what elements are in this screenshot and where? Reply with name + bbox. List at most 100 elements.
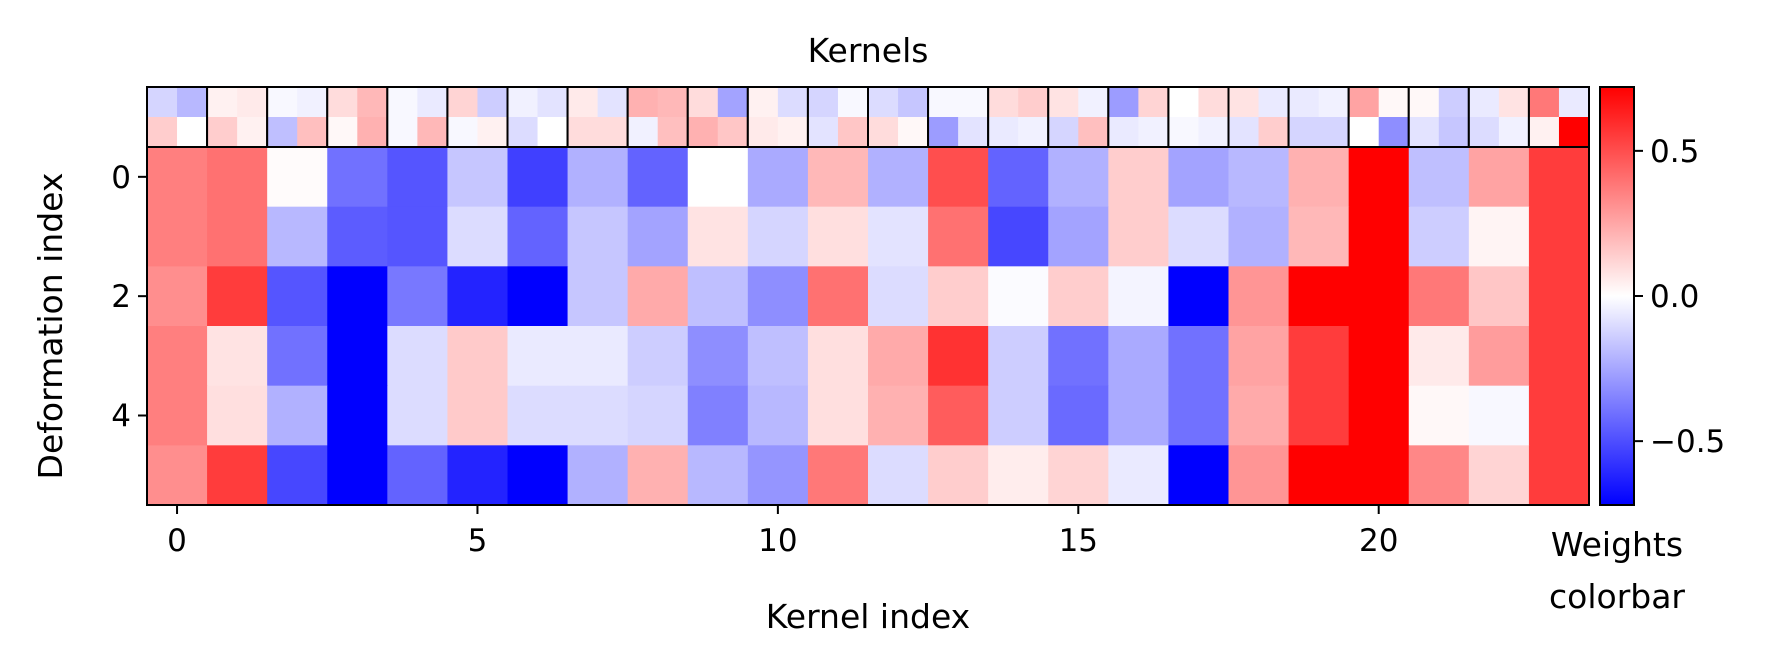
kernel-thumbnail (266, 86, 329, 148)
kernel-thumbnail (146, 86, 209, 148)
heatmap-cell (1528, 266, 1590, 327)
kernel-pixel (1468, 87, 1500, 118)
x-tick-label: 15 (1059, 523, 1098, 559)
heatmap-cell (1168, 445, 1230, 506)
kernel-thumbnail (326, 86, 389, 148)
kernel-pixel (1408, 87, 1440, 118)
heatmap-cell (207, 147, 268, 208)
kernel-pixel (807, 117, 839, 148)
heatmap-cell (567, 147, 629, 208)
heatmap-cell (1528, 385, 1590, 446)
kernel-pixel (1528, 117, 1560, 148)
kernel-pixel (207, 117, 238, 148)
kernel-pixel (1078, 87, 1109, 118)
kernel-pixel (1438, 117, 1470, 148)
heatmap-cell (447, 445, 509, 506)
x-tick-label: 0 (167, 523, 187, 559)
heatmap-cell (567, 326, 629, 387)
heatmap-cell (687, 385, 749, 446)
kernel-pixel (687, 117, 719, 148)
kernel-pixel (1558, 117, 1590, 148)
x-tick-label: 5 (468, 523, 488, 559)
kernel-pixel (297, 87, 328, 118)
heatmap-cell (1348, 266, 1410, 327)
kernel-thumbnail (446, 86, 509, 148)
heatmap-cell (1348, 206, 1410, 267)
kernel-thumbnail (506, 86, 569, 148)
heatmap-cell (988, 445, 1049, 506)
heatmap-cell (687, 445, 749, 506)
y-axis: 0 2 4 (111, 160, 147, 435)
kernel-pixel (567, 87, 599, 118)
kernel-pixel (988, 117, 1019, 148)
heatmap-cell (1528, 445, 1590, 506)
heatmap-cell (1408, 445, 1470, 506)
colorbar-tick-label: −0.5 (1650, 424, 1725, 460)
kernel-pixel (147, 117, 178, 148)
kernel-thumbnail (1167, 86, 1230, 148)
kernel-pixel (1378, 117, 1410, 148)
heatmap-cell (1048, 147, 1109, 208)
kernel-pixel (387, 87, 418, 118)
kernel-pixel (1258, 87, 1290, 118)
heatmap-cell (928, 385, 989, 446)
heatmap-cell (868, 147, 929, 208)
heatmap-cell (868, 445, 929, 506)
heatmap-cell (387, 147, 449, 208)
kernel-pixel (1258, 117, 1290, 148)
kernel-pixel (1498, 87, 1530, 118)
heatmap-cell (988, 147, 1049, 208)
kernel-thumbnail (806, 86, 869, 148)
kernel-thumbnail (1467, 86, 1530, 148)
kernel-pixel (297, 117, 328, 148)
heatmap-cell (807, 385, 869, 446)
heatmap-cell (387, 206, 449, 267)
heatmap-cell (687, 326, 749, 387)
heatmap-cell (507, 445, 569, 506)
heatmap-cell (387, 445, 449, 506)
heatmap-cell (807, 326, 869, 387)
heatmap-cell (988, 385, 1049, 446)
heatmap-cell (807, 445, 869, 506)
heatmap-cell (1348, 385, 1410, 446)
heatmap-cell (327, 206, 388, 267)
y-axis-label: Deformation index (31, 173, 70, 480)
kernel-pixel (747, 87, 779, 118)
heatmap-cell (1288, 147, 1350, 208)
heatmap-cell (1348, 326, 1410, 387)
kernel-pixel (1198, 87, 1229, 118)
kernel-pixel (567, 117, 599, 148)
kernel-pixel (717, 117, 749, 148)
heatmap-cell (1288, 445, 1350, 506)
heatmap-cell (928, 266, 989, 327)
heatmap-cell (387, 385, 449, 446)
heatmap-cell (147, 445, 208, 506)
kernel-pixel (507, 87, 539, 118)
heatmap-cell (1468, 326, 1530, 387)
heatmap-cell (147, 326, 208, 387)
kernel-pixel (1318, 117, 1350, 148)
kernel-pixel (898, 117, 929, 148)
kernel-pixel (417, 87, 448, 118)
kernel-pixel (447, 87, 478, 118)
colorbar (1599, 86, 1635, 506)
kernel-pixel (1138, 117, 1169, 148)
heatmap-cell (627, 326, 689, 387)
kernel-pixel (1438, 87, 1470, 118)
heatmap-cell (1468, 266, 1530, 327)
kernel-pixel (357, 87, 388, 118)
heatmap-cell (267, 266, 328, 327)
kernel-pixel (898, 87, 929, 118)
heatmap-cell (988, 326, 1049, 387)
kernel-pixel (1318, 87, 1350, 118)
kernel-thumbnail (1527, 86, 1591, 148)
kernel-thumbnail (1407, 86, 1470, 148)
heatmap-cell (207, 266, 268, 327)
heatmap-cell (567, 385, 629, 446)
heatmap-cell (988, 266, 1049, 327)
kernel-pixel (1018, 87, 1049, 118)
kernel-pixel (507, 117, 539, 148)
heatmap-cell (267, 326, 328, 387)
x-tick-label: 20 (1359, 523, 1398, 559)
kernel-strip (146, 86, 1591, 148)
